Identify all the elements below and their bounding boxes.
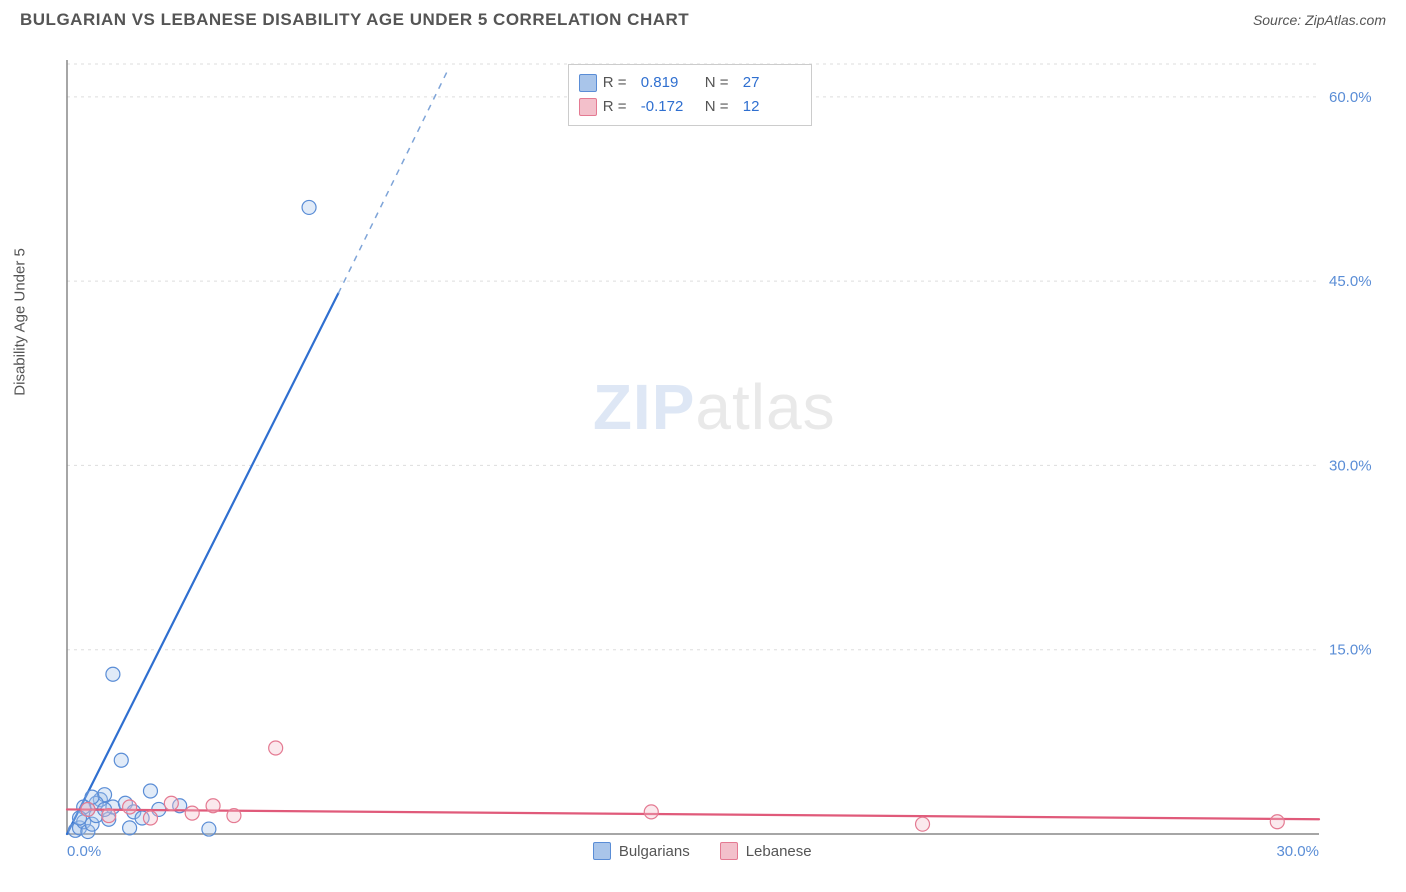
legend-row: R =-0.172N =12 — [579, 95, 801, 119]
legend-item: Bulgarians — [593, 842, 690, 860]
series-legend: Bulgarians Lebanese — [593, 842, 812, 860]
svg-text:0.0%: 0.0% — [67, 843, 101, 860]
chart-area: Disability Age Under 5 15.0% 30.0% 45.0% 60… — [15, 40, 1391, 882]
legend-label: Bulgarians — [619, 843, 690, 860]
legend-row: R =0.819N =27 — [579, 71, 801, 95]
legend-swatch — [720, 842, 738, 860]
svg-text:30.0%: 30.0% — [1276, 843, 1319, 860]
scatter-chart: 15.0% 30.0% 45.0% 60.0% 0.0% 30.0% — [15, 40, 1391, 882]
legend-item: Lebanese — [720, 842, 812, 860]
legend-swatch — [579, 98, 597, 116]
correlation-legend: R =0.819N =27R =-0.172N =12 — [568, 64, 812, 126]
y-axis-label: Disability Age Under 5 — [12, 248, 29, 396]
svg-text:60.0%: 60.0% — [1329, 89, 1372, 106]
svg-text:45.0%: 45.0% — [1329, 273, 1372, 290]
legend-label: Lebanese — [746, 843, 812, 860]
svg-text:15.0%: 15.0% — [1329, 642, 1372, 659]
source-label: Source: ZipAtlas.com — [1253, 12, 1386, 28]
legend-swatch — [579, 74, 597, 92]
legend-swatch — [593, 842, 611, 860]
chart-title: BULGARIAN VS LEBANESE DISABILITY AGE UND… — [20, 10, 689, 30]
svg-text:30.0%: 30.0% — [1329, 457, 1372, 474]
